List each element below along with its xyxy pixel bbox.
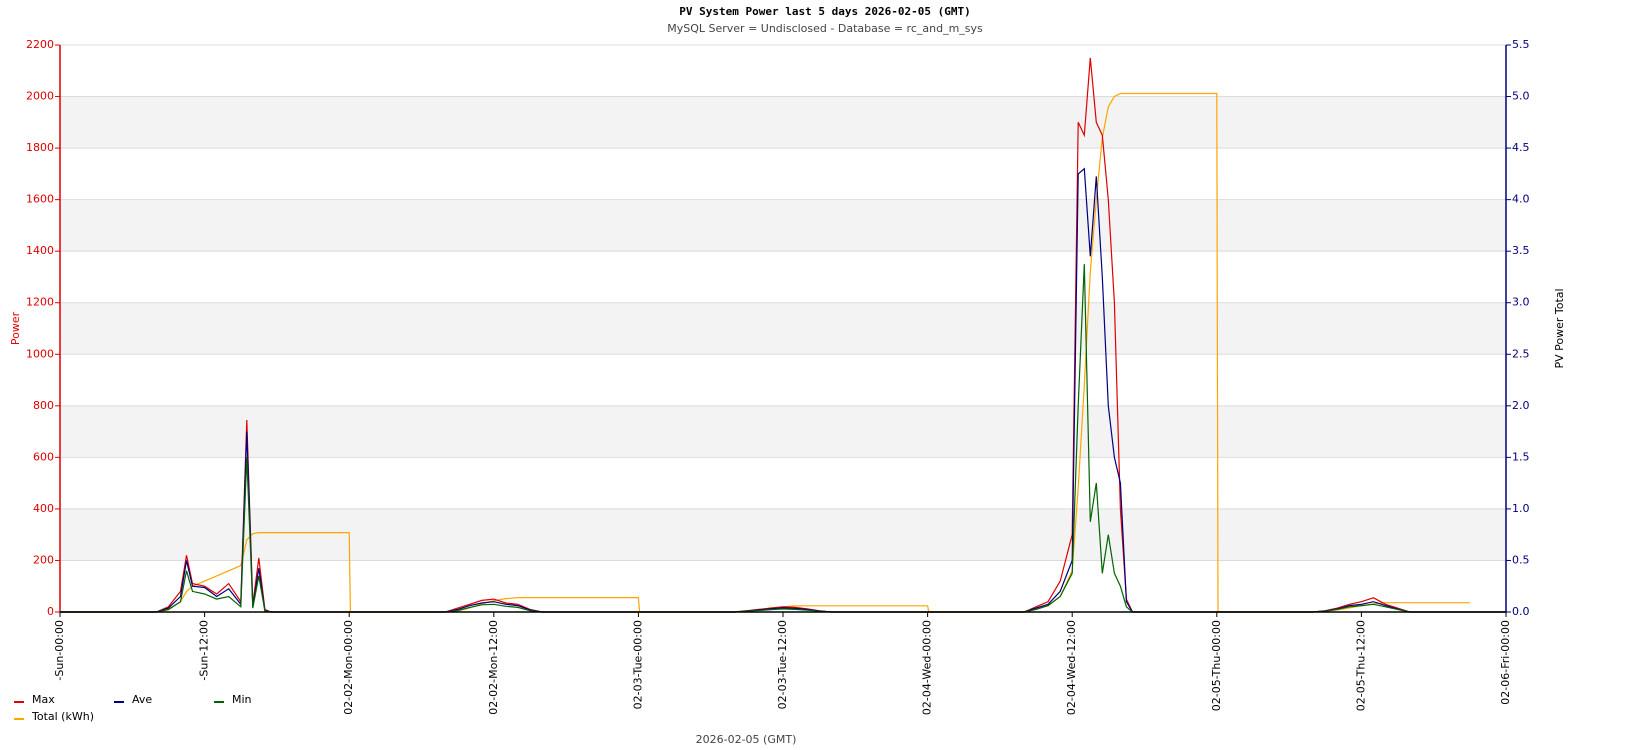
x-tick-label: 02-03-Tue-00:00 xyxy=(631,620,644,709)
y2-tick-label: 3.0 xyxy=(1512,296,1530,309)
y-tick-label: 2200 xyxy=(26,38,54,51)
y-tick-label: 600 xyxy=(33,450,54,463)
x-tick-label: 02-03-Tue-12:00 xyxy=(776,620,789,709)
x-tick-label: 02-05-Thu-12:00 xyxy=(1354,620,1367,711)
legend-label: Total (kWh) xyxy=(31,710,94,723)
grid-band xyxy=(60,96,1506,149)
y2-tick-label: 0.0 xyxy=(1512,605,1530,618)
x-tick-label: 02-05-Thu-00:00 xyxy=(1210,620,1223,711)
y2-tick-label: 1.5 xyxy=(1512,450,1530,463)
x-tick-label: -Sun-00:00 xyxy=(53,620,66,681)
y-tick-label: 200 xyxy=(33,553,54,566)
x-tick-label: 02-04-Wed-00:00 xyxy=(921,620,934,715)
y2-axis-label: PV Power Total xyxy=(1553,288,1566,368)
y2-tick-label: 4.5 xyxy=(1512,141,1530,154)
y2-tick-label: 3.5 xyxy=(1512,244,1530,257)
grid-band xyxy=(60,405,1506,458)
grid xyxy=(60,44,1506,613)
y-tick-label: 1600 xyxy=(26,193,54,206)
x-tick-label: -Sun-12:00 xyxy=(198,620,211,681)
y-tick-label: 800 xyxy=(33,399,54,412)
y-axis-label: Power xyxy=(9,311,22,345)
y-tick-label: 1000 xyxy=(26,347,54,360)
y-tick-label: 1200 xyxy=(26,296,54,309)
y2-tick-label: 1.0 xyxy=(1512,502,1530,515)
legend-label: Min xyxy=(232,693,252,706)
series-line xyxy=(60,92,1470,613)
y-tick-label: 1400 xyxy=(26,244,54,257)
y-tick-label: 1800 xyxy=(26,141,54,154)
x-tick-label: 02-04-Wed-12:00 xyxy=(1065,620,1078,715)
x-tick-label: 02-02-Mon-00:00 xyxy=(342,620,355,715)
y2-tick-label: 2.5 xyxy=(1512,347,1530,360)
y2-tick-label: 2.0 xyxy=(1512,399,1530,412)
y-tick-label: 2000 xyxy=(26,90,54,103)
legend-label: Max xyxy=(32,693,55,706)
chart-subtitle: MySQL Server = Undisclosed - Database = … xyxy=(667,22,983,35)
y2-tick-label: 5.0 xyxy=(1512,90,1530,103)
x-tick-label: 02-02-Mon-12:00 xyxy=(487,620,500,715)
y2-tick-label: 5.5 xyxy=(1512,38,1530,51)
y2-tick-label: 0.5 xyxy=(1512,553,1530,566)
chart-title: PV System Power last 5 days 2026-02-05 (… xyxy=(679,5,970,18)
grid-band xyxy=(60,508,1506,561)
y-tick-label: 0 xyxy=(47,605,54,618)
y-tick-label: 400 xyxy=(33,502,54,515)
grid-band xyxy=(60,302,1506,355)
legend-label: Ave xyxy=(132,693,152,706)
x-axis-label: 2026-02-05 (GMT) xyxy=(696,733,797,746)
y2-tick-label: 4.0 xyxy=(1512,193,1530,206)
x-tick-label: 02-06-Fri-00:00 xyxy=(1499,620,1512,705)
grid-band xyxy=(60,199,1506,252)
